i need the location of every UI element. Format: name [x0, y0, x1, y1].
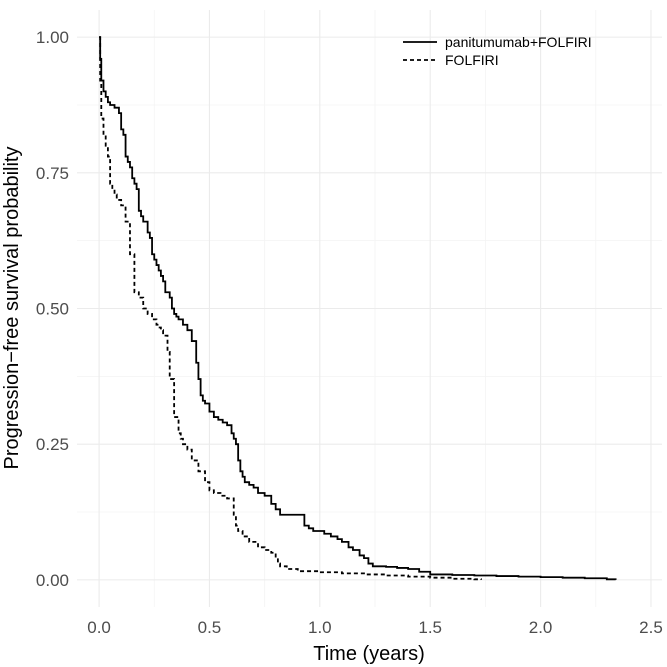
series-line-panitumumab-folfiri [99, 36, 617, 581]
y-tick-label: 0.50 [36, 300, 69, 319]
x-tick-label: 2.5 [639, 618, 663, 637]
x-tick-label: 2.0 [529, 618, 553, 637]
y-axis-title: Progression−free survival probability [1, 147, 23, 470]
x-axis-title: Time (years) [313, 643, 424, 665]
legend-label-folfiri: FOLFIRI [445, 52, 499, 68]
x-tick-label: 0.0 [87, 618, 111, 637]
legend-label-panitumumab-folfiri: panitumumab+FOLFIRI [445, 34, 592, 50]
gridlines [77, 10, 662, 607]
x-tick-label: 0.5 [198, 618, 222, 637]
y-tick-label: 0.75 [36, 164, 69, 183]
y-tick-label: 0.00 [36, 571, 69, 590]
x-tick-label: 1.5 [418, 618, 442, 637]
y-tick-label: 1.00 [36, 28, 69, 47]
y-axis-ticks: 0.00 0.25 0.50 0.75 1.00 [36, 28, 69, 590]
x-axis-ticks: 0.0 0.5 1.0 1.5 2.0 2.5 [87, 618, 663, 637]
legend: panitumumab+FOLFIRI FOLFIRI [403, 34, 592, 68]
x-tick-label: 1.0 [308, 618, 332, 637]
series-line-folfiri [99, 36, 482, 581]
series-lines [99, 36, 617, 581]
y-tick-label: 0.25 [36, 435, 69, 454]
